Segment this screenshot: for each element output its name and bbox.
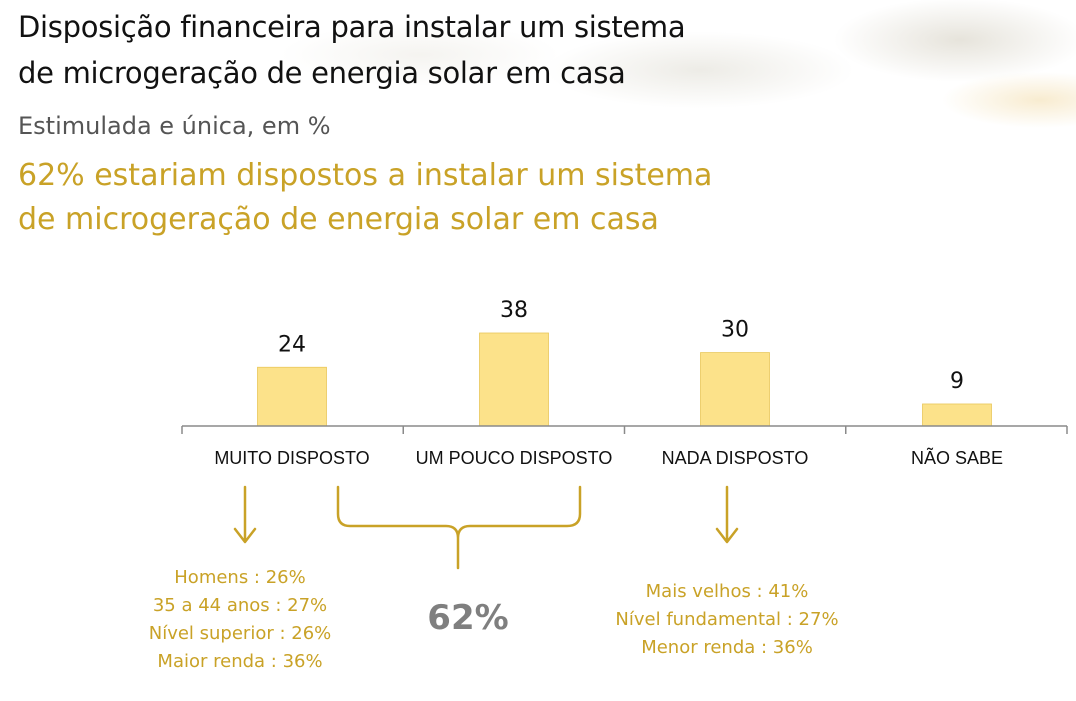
data-label-3: 9: [950, 369, 964, 394]
note-muito-disposto: Homens : 26% 35 a 44 anos : 27% Nível su…: [148, 567, 332, 672]
total-62: 62%: [427, 598, 509, 638]
bar-1: [479, 332, 549, 427]
data-label-1: 38: [500, 298, 528, 323]
note-nada-disposto: Mais velhos : 41% Nível fundamental : 27…: [615, 581, 839, 658]
page-subtitle: Estimulada e única, em %: [18, 112, 331, 140]
background-clouds: [0, 0, 1076, 130]
bar-0: [257, 366, 327, 427]
data-label-0: 24: [278, 332, 306, 357]
arrow-down-muito: [233, 485, 257, 544]
category-label-2: NADA DISPOSTO: [662, 448, 809, 468]
category-label-3: NÃO SABE: [911, 447, 1003, 468]
page-title: Disposição financeira para instalar um s…: [18, 10, 686, 90]
category-label-0: MUITO DISPOSTO: [214, 448, 369, 468]
data-label-2: 30: [721, 318, 749, 343]
category-label-1: UM POUCO DISPOSTO: [416, 448, 613, 468]
bar-2: [700, 352, 770, 427]
brace-62: [336, 485, 582, 570]
headline: 62% estariam dispostos a instalar um sis…: [18, 158, 713, 237]
bar-3: [922, 403, 992, 427]
arrow-down-nada: [715, 485, 739, 544]
